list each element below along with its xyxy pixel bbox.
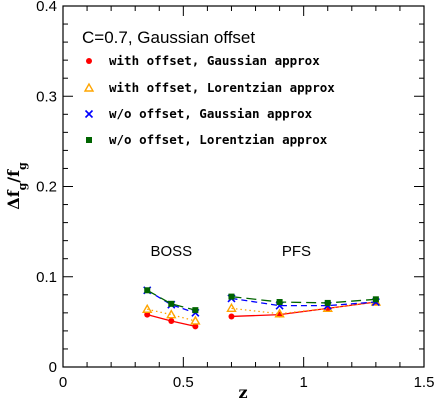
data-point-stroke bbox=[84, 109, 94, 119]
region-label: PFS bbox=[282, 243, 311, 260]
data-point bbox=[226, 302, 237, 313]
legend-label: with offset, Lorentzian approx bbox=[109, 80, 335, 95]
data-point bbox=[324, 299, 331, 306]
series-line bbox=[231, 297, 376, 307]
data-point bbox=[228, 293, 235, 300]
legend-label: with offset, Gaussian approx bbox=[109, 53, 320, 68]
y-tick-label: 0.1 bbox=[36, 269, 57, 286]
data-point bbox=[83, 82, 95, 92]
series-line bbox=[146, 289, 196, 311]
series-line bbox=[146, 289, 196, 314]
y-tick-label: 0.4 bbox=[36, 0, 57, 15]
legend-item: with offset, Lorentzian approx bbox=[83, 80, 335, 95]
legend-item: w/o offset, Gaussian approx bbox=[84, 106, 313, 121]
legend-item: w/o offset, Lorentzian approx bbox=[86, 132, 328, 147]
data-point bbox=[168, 300, 175, 307]
data-point bbox=[276, 299, 283, 306]
data-point bbox=[142, 303, 153, 313]
series-layer bbox=[142, 286, 382, 330]
data-point bbox=[192, 323, 199, 330]
y-axis-title-part: Δf bbox=[4, 189, 23, 209]
legend-label: w/o offset, Gaussian approx bbox=[109, 106, 313, 121]
x-tick-label: 1.5 bbox=[414, 374, 435, 391]
y-tick-label: 0.2 bbox=[36, 179, 57, 196]
y-axis-title-part: /f bbox=[4, 169, 23, 183]
chart-title: C=0.7, Gaussian offset bbox=[82, 28, 255, 47]
legend: with offset, Gaussian approx with offset,… bbox=[83, 53, 335, 147]
y-tick-label: 0 bbox=[49, 359, 57, 376]
region-label: BOSS bbox=[150, 243, 192, 260]
series-line bbox=[231, 295, 376, 304]
y-axis-title: Δfg/fg bbox=[4, 162, 29, 210]
legend-item: with offset, Gaussian approx bbox=[86, 53, 320, 68]
legend-label: w/o offset, Lorentzian approx bbox=[109, 132, 328, 147]
series-4 bbox=[144, 287, 379, 314]
y-tick-label: 0.3 bbox=[36, 88, 57, 105]
data-point bbox=[144, 287, 151, 294]
data-point bbox=[144, 311, 151, 318]
data-point bbox=[166, 309, 177, 319]
series-line bbox=[147, 308, 196, 322]
data-point bbox=[168, 317, 175, 324]
x-tick-label: 1 bbox=[299, 374, 307, 391]
x-tick-label: 0 bbox=[59, 374, 67, 391]
x-tick-label: 0.5 bbox=[173, 374, 194, 391]
data-point bbox=[86, 58, 92, 64]
y-axis-title-subscript: g bbox=[16, 182, 29, 190]
series-line bbox=[231, 301, 376, 315]
data-point bbox=[84, 109, 94, 119]
data-point bbox=[192, 307, 199, 314]
data-point bbox=[190, 315, 201, 325]
x-axis-title: z bbox=[238, 383, 247, 402]
data-point bbox=[372, 296, 379, 303]
y-axis-title-subscript: g bbox=[16, 162, 29, 170]
data-point bbox=[86, 137, 92, 143]
data-point bbox=[274, 308, 285, 318]
data-point bbox=[228, 313, 235, 320]
axis-ticks: 0 0.5 1 1.5 0 0.1 0.2 0.3 0.4 BOSS PFS bbox=[36, 0, 434, 391]
